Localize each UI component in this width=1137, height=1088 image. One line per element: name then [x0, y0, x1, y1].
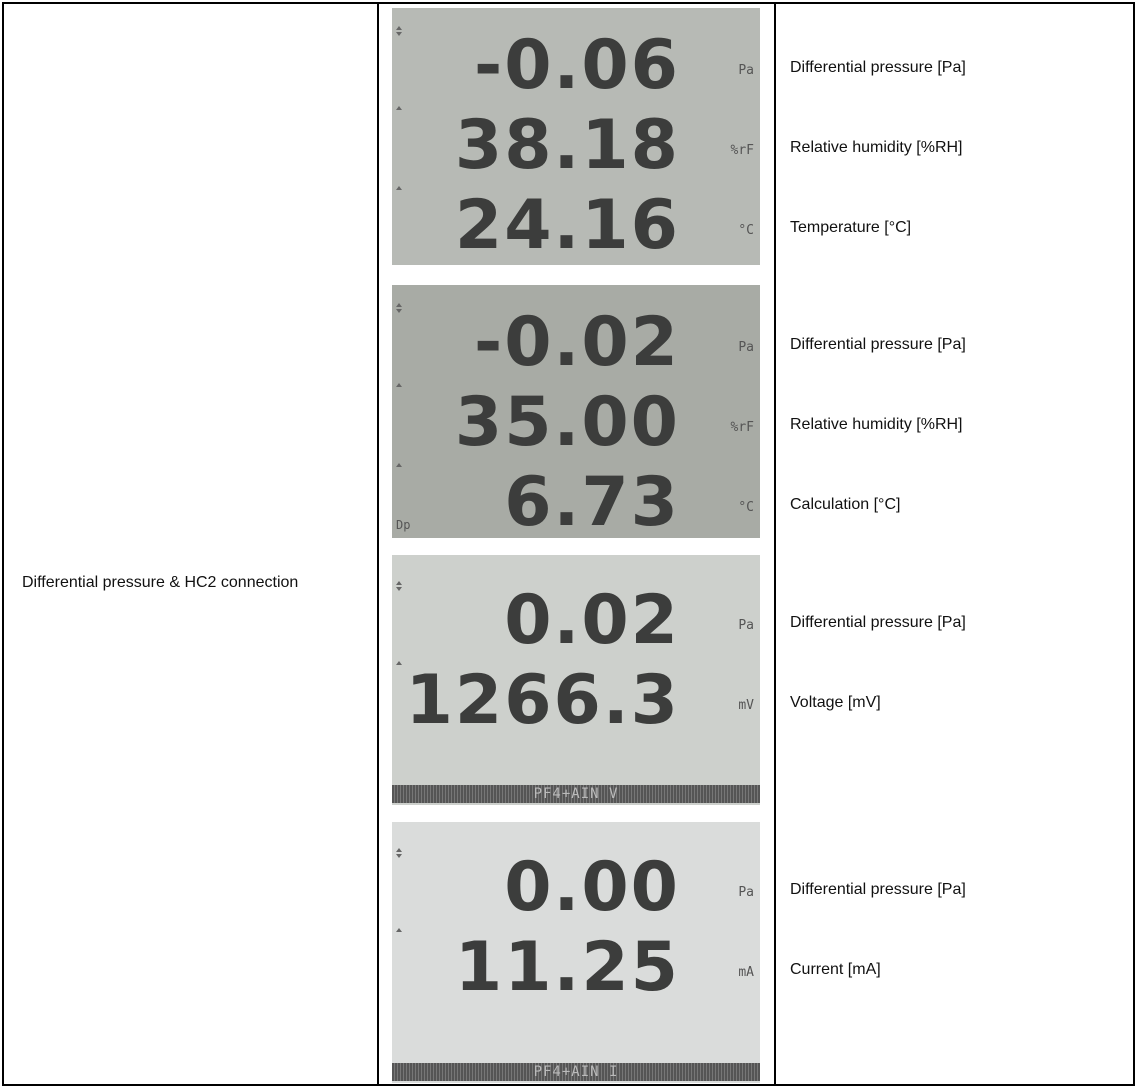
reading-label: Relative humidity [%RH] — [790, 139, 963, 157]
lcd-display: 0.02 Pa 1266.3 mV PF4+AIN V — [392, 555, 760, 805]
indicator — [396, 854, 402, 858]
lcd-display: 0.00 Pa 11.25 mA PF4+AIN I — [392, 822, 760, 1083]
column-border — [774, 2, 776, 1086]
reading-unit: mV — [738, 698, 754, 713]
indicator — [396, 661, 402, 665]
indicator — [396, 186, 402, 190]
reading-unit: %rF — [731, 143, 754, 158]
reading-label: Differential pressure [Pa] — [790, 59, 966, 77]
reading-label: Voltage [mV] — [790, 694, 881, 712]
reading-unit: °C — [738, 500, 754, 515]
status-bar: PF4+AIN V — [392, 785, 760, 803]
reading-value: -0.02 — [474, 309, 680, 377]
indicator — [396, 32, 402, 36]
table-border — [1133, 2, 1135, 1086]
cell-label: Differential pressure & HC2 connection — [22, 566, 352, 599]
reading-label: Differential pressure [Pa] — [790, 881, 966, 899]
reading-label: Differential pressure [Pa] — [790, 614, 966, 632]
reading-label: Temperature [°C] — [790, 219, 911, 237]
reading-unit: Pa — [738, 340, 754, 355]
reading-value: 1266.3 — [406, 667, 680, 735]
indicator — [396, 928, 402, 932]
reading-unit: %rF — [731, 420, 754, 435]
reading-label: Current [mA] — [790, 961, 881, 979]
reading-value: 35.00 — [455, 389, 680, 457]
reading-label: Calculation [°C] — [790, 496, 900, 514]
indicator — [396, 309, 402, 313]
mode-tag: Dp — [396, 518, 410, 532]
reading-value: 0.00 — [504, 854, 680, 922]
indicator — [396, 581, 402, 585]
indicator — [396, 26, 402, 30]
reading-label: Differential pressure [Pa] — [790, 336, 966, 354]
table-border — [2, 1084, 1135, 1086]
indicator — [396, 106, 402, 110]
indicator — [396, 303, 402, 307]
reading-value: 24.16 — [455, 192, 680, 260]
column-border — [377, 2, 379, 1086]
table-border — [2, 2, 1135, 4]
reading-value: 6.73 — [504, 469, 680, 537]
lcd-display: -0.02 Pa 35.00 %rF 6.73 °C Dp — [392, 285, 760, 538]
status-bar: PF4+AIN I — [392, 1063, 760, 1081]
reading-value: 11.25 — [455, 934, 680, 1002]
reading-unit: Pa — [738, 618, 754, 633]
reading-unit: Pa — [738, 885, 754, 900]
reading-value: 38.18 — [455, 112, 680, 180]
indicator — [396, 463, 402, 467]
reading-value: 0.02 — [504, 587, 680, 655]
reading-value: -0.06 — [474, 32, 680, 100]
indicator — [396, 587, 402, 591]
indicator — [396, 848, 402, 852]
table-border — [2, 2, 4, 1086]
reading-unit: Pa — [738, 63, 754, 78]
lcd-display: -0.06 Pa 38.18 %rF 24.16 °C — [392, 8, 760, 265]
indicator — [396, 383, 402, 387]
reading-label: Relative humidity [%RH] — [790, 416, 963, 434]
reading-unit: °C — [738, 223, 754, 238]
page: {"cell_label": "Differential pressure & … — [0, 0, 1137, 1088]
reading-unit: mA — [738, 965, 754, 980]
